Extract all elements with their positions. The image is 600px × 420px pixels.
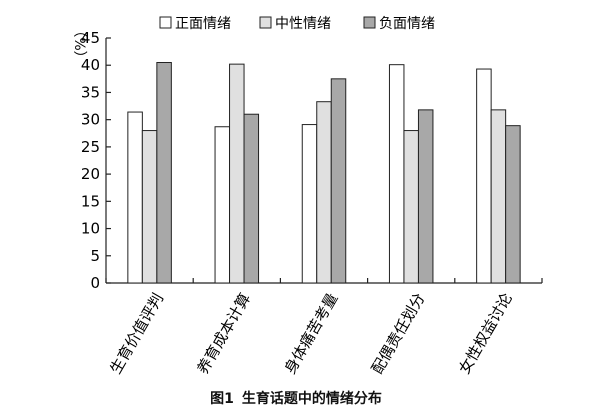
y-axis-label: （%） xyxy=(71,23,87,64)
bar xyxy=(243,113,260,284)
x-tick-label: 身体痛苦考量 xyxy=(281,290,342,377)
figure-caption: 图1 生育话题中的情绪分布 xyxy=(0,388,600,408)
bar xyxy=(141,130,158,284)
y-tick-label: 40 xyxy=(81,56,100,74)
y-tick-label: 30 xyxy=(81,111,100,129)
bar xyxy=(490,109,507,284)
x-tick-label: 配偶责任划分 xyxy=(368,290,429,377)
legend-label: 负面情绪 xyxy=(379,16,435,32)
x-tick-label: 养育成本计算 xyxy=(194,290,255,377)
y-tick-label: 0 xyxy=(90,274,100,292)
x-axis: 生育价值评判 养育成本计算 身体痛苦考量 配偶责任划分 女性权益讨论 xyxy=(105,278,543,377)
legend-swatch xyxy=(363,16,376,29)
figure-title: 生育话题中的情绪分布 xyxy=(241,391,382,407)
y-tick-label: 5 xyxy=(90,247,100,265)
y-tick-label: 20 xyxy=(81,165,100,183)
x-tick-label: 生育价值评判 xyxy=(106,290,167,377)
bar xyxy=(505,125,521,284)
legend-swatch xyxy=(259,16,272,29)
y-tick-label: 35 xyxy=(81,83,100,101)
bar xyxy=(476,68,492,284)
bar xyxy=(388,64,405,284)
bar xyxy=(417,109,434,284)
bar xyxy=(403,130,419,284)
legend: 正面情绪 中性情绪 负面情绪 xyxy=(159,16,435,32)
y-tick-label: 15 xyxy=(81,192,100,210)
legend-label: 正面情绪 xyxy=(175,16,231,32)
bar xyxy=(330,78,347,284)
x-tick-label: 女性权益讨论 xyxy=(455,290,516,377)
bar xyxy=(301,124,318,284)
bar xyxy=(316,101,332,284)
figure-number: 图1 xyxy=(210,391,234,407)
bar xyxy=(214,126,231,284)
legend-swatch xyxy=(159,16,172,29)
legend-label: 中性情绪 xyxy=(275,16,331,32)
bars xyxy=(127,62,521,284)
y-tick-label: 25 xyxy=(81,138,100,156)
y-tick-label: 45 xyxy=(81,29,100,47)
bar xyxy=(127,111,143,284)
bar xyxy=(156,62,172,284)
y-tick-label: 10 xyxy=(81,220,100,238)
bar xyxy=(229,63,245,284)
y-axis: 0 5 10 15 20 25 30 35 40 45（%） xyxy=(71,23,111,292)
